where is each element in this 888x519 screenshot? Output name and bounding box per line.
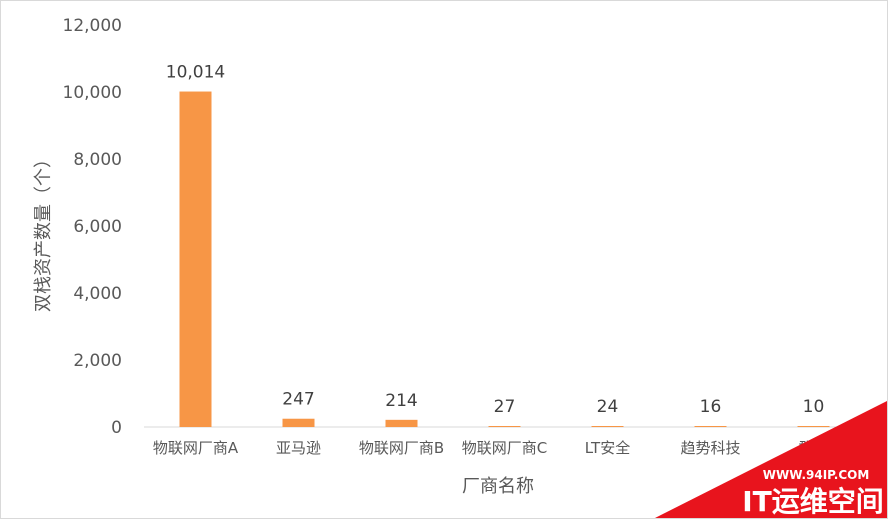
y-tick-label: 4,000 [73,284,122,304]
watermark: WWW.94IP.COM IT运维空间 [654,401,887,518]
bar-data-label: 16 [700,397,722,417]
y-tick-label: 10,000 [63,83,122,103]
bar [694,426,727,427]
bar-data-label: 214 [385,391,417,411]
x-category-label: 物联网厂商A [153,439,239,457]
bar-data-label: 27 [494,397,516,417]
watermark-brand: IT运维空间 [742,485,884,518]
bar [385,419,418,427]
x-category-label: 物联网厂商C [462,439,547,457]
y-tick-label: 2,000 [73,351,122,371]
x-axis-title: 厂商名称 [462,476,534,497]
bar [488,426,521,427]
data-labels: 10,014 247 214 27 24 16 10 [166,63,825,417]
bar [591,426,624,427]
y-tick-label: 12,000 [63,16,122,36]
watermark-red-triangle [654,401,887,518]
x-category-label: 物联网厂商B [359,439,444,457]
y-axis-ticks: 0 2,000 4,000 6,000 8,000 10,000 12,000 [63,16,122,438]
bar [179,91,212,427]
y-tick-label: 8,000 [73,150,122,170]
watermark-url: WWW.94IP.COM [763,468,870,482]
y-tick-label: 6,000 [73,217,122,237]
y-tick-label: 0 [111,418,122,438]
bars [179,91,830,427]
x-category-label: 趋势科技 [680,439,740,457]
bar [282,418,315,427]
y-axis-title: 双栈资产数量（个） [33,150,54,312]
x-category-label: 亚马逊 [276,439,321,457]
bar-data-label: 10 [803,397,825,417]
bar-data-label: 24 [597,397,619,417]
bar-data-label: 247 [282,390,314,410]
x-category-label: LT安全 [585,439,630,457]
bar [797,426,830,427]
x-axis-categories: 物联网厂商A亚马逊物联网厂商B物联网厂商CLT安全趋势科技群辉 [153,439,829,457]
bar-data-label: 10,014 [166,63,225,83]
